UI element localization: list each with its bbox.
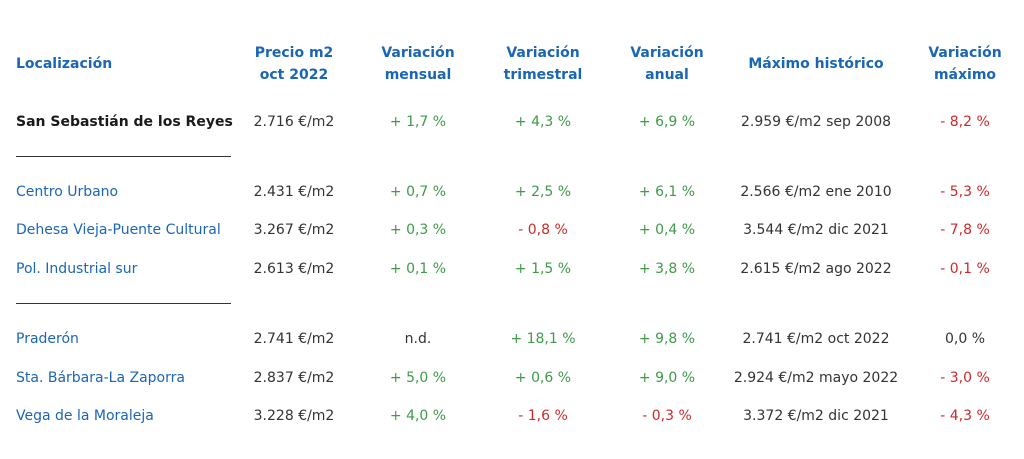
header-max-historic-label: Máximo histórico — [748, 56, 884, 72]
row-max-variation: 0,0 % — [944, 331, 986, 347]
row-max-historic: 3.372 €/m2 dic 2021 — [743, 408, 889, 424]
row-max-historic: 2.741 €/m2 oct 2022 — [742, 331, 890, 347]
header-max-variation: Variación máximo — [906, 40, 1024, 88]
row-location: Pol. Industrial sur — [16, 261, 138, 277]
row-quarterly: + 2,5 % — [514, 184, 572, 200]
row-max-variation: - 7,8 % — [940, 222, 990, 238]
row-location: Sta. Bárbara-La Zaporra — [16, 370, 185, 386]
row-quarterly: + 18,1 % — [510, 331, 576, 347]
row-quarterly: + 4,3 % — [514, 114, 572, 130]
row-monthly: + 0,3 % — [389, 222, 447, 238]
header-quarterly-line2: trimestral — [503, 67, 583, 83]
row-monthly: + 5,0 % — [389, 370, 447, 386]
table-row-municipality: San Sebastián de los Reyes 2.716 €/m2 + … — [0, 110, 1024, 134]
row-location: San Sebastián de los Reyes — [16, 114, 233, 130]
header-max-historic: Máximo histórico — [731, 40, 901, 88]
row-max-variation: - 3,0 % — [940, 370, 990, 386]
header-max-variation-line2: máximo — [933, 67, 997, 83]
row-monthly: n.d. — [404, 331, 432, 347]
table-row: Sta. Bárbara-La Zaporra 2.837 €/m2 + 5,0… — [0, 366, 1024, 390]
header-location: Localización — [16, 40, 216, 88]
row-annual: + 6,1 % — [638, 184, 696, 200]
header-price-line2: oct 2022 — [259, 67, 329, 83]
row-max-variation: - 5,3 % — [940, 184, 990, 200]
row-quarterly: - 1,6 % — [518, 408, 568, 424]
row-monthly: + 1,7 % — [389, 114, 447, 130]
table-row: Praderón 2.741 €/m2 n.d. + 18,1 % + 9,8 … — [0, 327, 1024, 351]
row-monthly: + 4,0 % — [389, 408, 447, 424]
row-max-variation: - 4,3 % — [940, 408, 990, 424]
row-annual: + 6,9 % — [638, 114, 696, 130]
row-quarterly: + 1,5 % — [514, 261, 572, 277]
table-row: Pol. Industrial sur 2.613 €/m2 + 0,1 % +… — [0, 257, 1024, 281]
header-monthly-line1: Variación — [381, 45, 455, 61]
row-max-historic: 3.544 €/m2 dic 2021 — [743, 222, 889, 238]
row-max-historic: 2.924 €/m2 mayo 2022 — [733, 370, 899, 386]
row-price: 3.267 €/m2 — [253, 222, 335, 238]
row-max-variation: - 0,1 % — [940, 261, 990, 277]
header-price: Precio m2 oct 2022 — [234, 40, 354, 88]
header-monthly: Variación mensual — [358, 40, 478, 88]
row-annual: + 9,8 % — [638, 331, 696, 347]
header-annual-line2: anual — [645, 67, 689, 83]
row-price: 2.837 €/m2 — [253, 370, 335, 386]
row-price: 2.431 €/m2 — [253, 184, 335, 200]
header-quarterly: Variación trimestral — [483, 40, 603, 88]
row-location: Centro Urbano — [16, 184, 119, 200]
table-row: Vega de la Moraleja 3.228 €/m2 + 4,0 % -… — [0, 404, 1024, 428]
row-monthly: + 0,1 % — [389, 261, 447, 277]
row-max-variation: - 8,2 % — [940, 114, 990, 130]
header-monthly-line2: mensual — [384, 67, 452, 83]
row-annual: - 0,3 % — [642, 408, 692, 424]
table-row: Centro Urbano 2.431 €/m2 + 0,7 % + 2,5 %… — [0, 180, 1024, 204]
row-annual: + 3,8 % — [638, 261, 696, 277]
row-monthly: + 0,7 % — [389, 184, 447, 200]
header-annual-line1: Variación — [630, 45, 704, 61]
header-quarterly-line1: Variación — [506, 45, 580, 61]
row-quarterly: + 0,6 % — [514, 370, 572, 386]
table-row: Dehesa Vieja-Puente Cultural 3.267 €/m2 … — [0, 218, 1024, 242]
row-location: Dehesa Vieja-Puente Cultural — [16, 222, 221, 238]
divider — [16, 303, 231, 304]
row-max-historic: 2.959 €/m2 sep 2008 — [740, 114, 892, 130]
row-annual: + 9,0 % — [638, 370, 696, 386]
row-max-historic: 2.566 €/m2 ene 2010 — [740, 184, 892, 200]
row-location: Vega de la Moraleja — [16, 408, 154, 424]
row-quarterly: - 0,8 % — [518, 222, 568, 238]
row-max-historic: 2.615 €/m2 ago 2022 — [740, 261, 892, 277]
header-max-variation-line1: Variación — [928, 45, 1002, 61]
row-annual: + 0,4 % — [638, 222, 696, 238]
header-location-label: Localización — [16, 56, 113, 72]
row-price: 2.716 €/m2 — [253, 114, 335, 130]
row-price: 2.741 €/m2 — [253, 331, 335, 347]
row-location: Praderón — [16, 331, 79, 347]
row-price: 2.613 €/m2 — [253, 261, 335, 277]
divider — [16, 156, 231, 157]
row-price: 3.228 €/m2 — [253, 408, 335, 424]
header-price-line1: Precio m2 — [254, 45, 334, 61]
header-annual: Variación anual — [607, 40, 727, 88]
